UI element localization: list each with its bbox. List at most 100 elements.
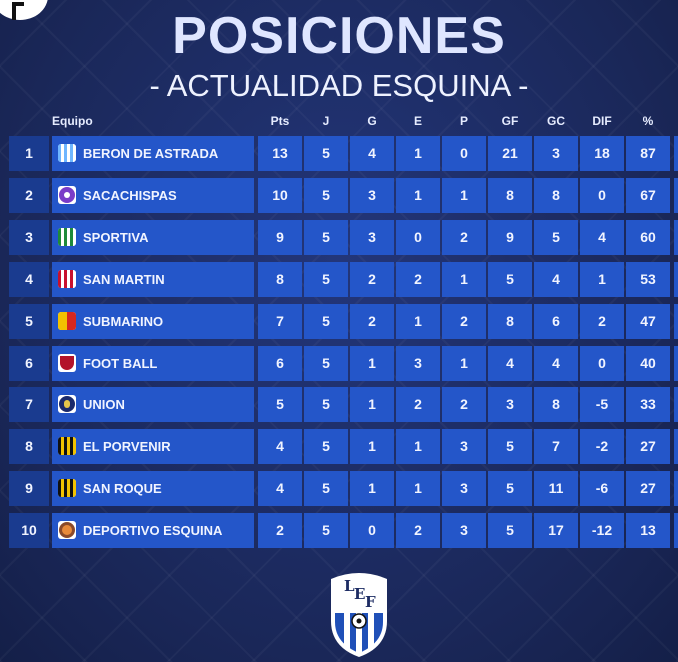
table-header: Equipo Pts J G E P GF GC DIF % — [0, 112, 678, 130]
gc-cell: 11 — [534, 471, 578, 507]
gc-cell: 5 — [534, 219, 578, 255]
position-cell: 3 — [9, 219, 49, 255]
j-cell: 5 — [304, 177, 348, 213]
g-cell: 0 — [350, 513, 394, 549]
header-gc: GC — [547, 114, 565, 128]
pts-cell: 2 — [258, 513, 302, 549]
el-porvenir-crest-icon — [58, 437, 76, 456]
gc-cell: 7 — [534, 429, 578, 465]
j-cell: 5 — [304, 471, 348, 507]
header-p: P — [459, 114, 468, 128]
header-gf: GF — [501, 114, 519, 128]
g-cell: 1 — [350, 345, 394, 381]
gf-cell: 9 — [488, 219, 532, 255]
pts-cell: 5 — [258, 387, 302, 423]
gf-cell: 21 — [488, 136, 532, 171]
gf-cell: 4 — [488, 345, 532, 381]
pts-cell: 4 — [258, 429, 302, 465]
row-edge — [674, 303, 678, 339]
pct-cell: 67 — [626, 177, 670, 213]
g-cell: 2 — [350, 261, 394, 297]
position-cell: 9 — [9, 471, 49, 507]
table-row: 4 SAN MARTIN 8 5 2 2 1 5 4 1 53 — [0, 261, 678, 297]
team-cell: EL PORVENIR — [52, 429, 254, 465]
row-edge — [674, 345, 678, 381]
team-name: SAN MARTIN — [83, 271, 165, 287]
gc-cell: 4 — [534, 345, 578, 381]
e-cell: 2 — [396, 387, 440, 423]
team-cell: SAN ROQUE — [52, 471, 254, 507]
team-name: SAN ROQUE — [83, 481, 162, 497]
dif-cell: -2 — [580, 429, 624, 465]
position-cell: 8 — [9, 429, 49, 465]
deportivo-esquina-crest-icon — [58, 521, 76, 540]
row-edge — [674, 471, 678, 507]
gf-cell: 8 — [488, 303, 532, 339]
p-cell: 1 — [442, 177, 486, 213]
e-cell: 1 — [396, 136, 440, 171]
g-cell: 3 — [350, 219, 394, 255]
position-cell: 6 — [9, 345, 49, 381]
e-cell: 0 — [396, 219, 440, 255]
team-name: EL PORVENIR — [83, 439, 171, 455]
p-cell: 1 — [442, 345, 486, 381]
dif-cell: 4 — [580, 219, 624, 255]
team-name: SACACHISPAS — [83, 187, 177, 203]
j-cell: 5 — [304, 219, 348, 255]
gc-cell: 4 — [534, 261, 578, 297]
dif-cell: -6 — [580, 471, 624, 507]
position-cell: 1 — [9, 136, 49, 171]
logo-letter-e: E — [354, 585, 365, 603]
table-row: 7 UNION 5 5 1 2 2 3 8 -5 33 — [0, 387, 678, 423]
pct-cell: 27 — [626, 471, 670, 507]
dif-cell: 18 — [580, 136, 624, 171]
submarino-crest-icon — [58, 311, 76, 330]
dif-cell: -5 — [580, 387, 624, 423]
pts-cell: 8 — [258, 261, 302, 297]
j-cell: 5 — [304, 345, 348, 381]
pct-cell: 87 — [626, 136, 670, 171]
row-edge — [674, 219, 678, 255]
foot-ball-crest-icon — [58, 353, 76, 372]
team-name: SPORTIVA — [83, 229, 149, 245]
position-cell: 4 — [9, 261, 49, 297]
row-edge — [674, 136, 678, 171]
team-cell: DEPORTIVO ESQUINA — [52, 513, 254, 549]
g-cell: 4 — [350, 136, 394, 171]
team-cell: SUBMARINO — [52, 303, 254, 339]
sportiva-crest-icon — [58, 227, 76, 246]
header-pct: % — [642, 114, 654, 128]
row-edge — [674, 429, 678, 465]
table-row: 10 DEPORTIVO ESQUINA 2 5 0 2 3 5 17 -12 13 — [0, 513, 678, 549]
row-edge — [674, 177, 678, 213]
g-cell: 1 — [350, 471, 394, 507]
team-cell: SAN MARTIN — [52, 261, 254, 297]
header-j: J — [322, 114, 330, 128]
pts-cell: 4 — [258, 471, 302, 507]
table-row: 3 SPORTIVA 9 5 3 0 2 9 5 4 60 — [0, 219, 678, 255]
pts-cell: 13 — [258, 136, 302, 171]
position-cell: 10 — [9, 513, 49, 549]
union-crest-icon — [58, 395, 76, 414]
pct-cell: 27 — [626, 429, 670, 465]
beron-crest-icon — [58, 144, 76, 162]
p-cell: 2 — [442, 219, 486, 255]
gf-cell: 5 — [488, 429, 532, 465]
g-cell: 1 — [350, 429, 394, 465]
dif-cell: 1 — [580, 261, 624, 297]
gf-cell: 8 — [488, 177, 532, 213]
p-cell: 3 — [442, 471, 486, 507]
dif-cell: 0 — [580, 345, 624, 381]
team-cell: UNION — [52, 387, 254, 423]
gc-cell: 8 — [534, 387, 578, 423]
logo-letter-f: F — [365, 593, 376, 611]
team-name: SUBMARINO — [83, 313, 164, 329]
gc-cell: 3 — [534, 136, 578, 171]
team-name: UNION — [83, 397, 125, 413]
logo-letter-l: L — [344, 577, 355, 595]
pts-cell: 7 — [258, 303, 302, 339]
gc-cell: 6 — [534, 303, 578, 339]
j-cell: 5 — [304, 303, 348, 339]
header-e: E — [413, 114, 422, 128]
p-cell: 3 — [442, 429, 486, 465]
